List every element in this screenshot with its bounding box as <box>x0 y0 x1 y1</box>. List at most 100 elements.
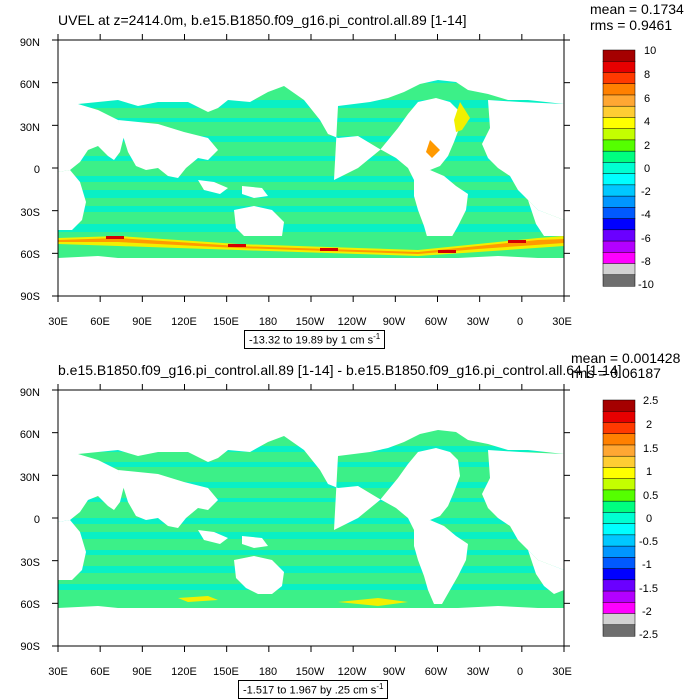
colorbar-swatch <box>602 534 636 547</box>
lon-label: 60E <box>90 666 110 678</box>
boundary-current <box>426 140 440 158</box>
colorbar-label: -0.5 <box>639 536 658 548</box>
panel-title: b.e15.B1850.f09_g16.pi_control.all.89 [1… <box>58 362 622 378</box>
colorbar-swatch <box>602 207 636 220</box>
lat-label: 60S <box>20 249 40 261</box>
land-mass <box>58 104 124 172</box>
colorbar-label: 1.5 <box>643 443 659 455</box>
range-text: -13.32 to 19.89 by 1 cm s <box>249 334 374 347</box>
difference-patch <box>178 596 218 602</box>
current-band <box>58 118 564 122</box>
colorbar-swatch <box>602 422 636 435</box>
colorbar-label: -10 <box>638 279 654 291</box>
lon-label: 90E <box>132 316 152 328</box>
colorbar-label: 8 <box>644 69 651 81</box>
colorbar-label: -2 <box>641 186 651 198</box>
current-band <box>58 156 564 161</box>
colorbar-swatch <box>602 72 636 85</box>
colorbar-swatch <box>602 83 636 96</box>
colorbar-swatch <box>602 467 636 480</box>
jet-max <box>106 236 124 239</box>
lon-label: 60W <box>424 666 448 678</box>
colorbar-swatch <box>602 252 636 265</box>
colorbar-label: -2.5 <box>639 629 658 641</box>
lat-label: 90S <box>20 641 40 653</box>
land-mass <box>234 556 284 594</box>
lon-label: 150E <box>213 316 239 328</box>
current-band <box>58 584 564 590</box>
colorbar-label: -1 <box>642 559 652 571</box>
lat-label: 60N <box>19 429 40 441</box>
current-band <box>58 190 564 198</box>
lat-label: 0 <box>33 164 40 176</box>
colorbar-swatch <box>602 568 636 581</box>
colorbar <box>602 399 636 637</box>
land-mass <box>58 40 564 180</box>
colorbar-swatch <box>602 60 636 74</box>
colorbar-swatch <box>602 590 636 603</box>
land-mass <box>58 256 564 296</box>
current-band <box>58 566 564 573</box>
colorbar-swatch <box>602 433 636 446</box>
jet-max <box>320 248 338 251</box>
colorbar-label: 2 <box>646 419 653 431</box>
boundary-current <box>454 102 470 132</box>
land-mass <box>58 170 86 230</box>
map-plot <box>52 384 570 652</box>
colorbar-swatch <box>602 274 636 287</box>
lat-label: 90N <box>19 37 40 49</box>
lon-label: 30W <box>466 666 490 678</box>
colorbar-label: 10 <box>644 45 657 57</box>
lon-label: 150E <box>213 666 239 678</box>
lon-label: 90W <box>382 666 406 678</box>
lat-label: 30S <box>20 557 40 569</box>
land-mass <box>482 100 564 220</box>
colorbar-swatch <box>602 557 636 570</box>
panel-bottom: b.e15.B1850.f09_g16.pi_control.all.89 [1… <box>0 350 700 700</box>
lon-label: 30E <box>48 666 68 678</box>
jet-max <box>438 250 456 253</box>
colorbar-swatch <box>602 139 636 152</box>
colorbar-label: 2.5 <box>643 395 659 407</box>
colorbar-swatch <box>602 500 636 513</box>
mean-stat: mean = 0.1734 <box>590 1 684 17</box>
circumpolar-jet-core <box>58 238 564 254</box>
lon-label: 180 <box>258 666 278 678</box>
mean-stat: mean = 0.001428 <box>571 350 681 366</box>
lat-label: 60N <box>19 79 40 91</box>
current-band <box>58 532 564 539</box>
colorbar-swatch <box>602 229 636 242</box>
jet-max <box>508 240 526 243</box>
rms-stat: rms = 0.06187 <box>571 365 661 381</box>
lon-label: 30E <box>552 316 572 328</box>
lon-label: 150W <box>295 316 325 328</box>
land-mass <box>528 550 564 594</box>
current-band <box>58 498 564 502</box>
colorbar-swatch <box>602 444 636 457</box>
land-mass <box>118 120 218 178</box>
difference-patch <box>338 598 408 606</box>
colorbar-swatch <box>602 218 636 231</box>
colorbar-label: 0.5 <box>643 490 659 502</box>
lat-label: 90S <box>20 291 40 303</box>
colorbar-swatch <box>602 263 636 276</box>
colorbar-swatch <box>602 545 636 558</box>
contour-range-box: -13.32 to 19.89 by 1 cm s-1 <box>244 330 386 349</box>
colorbar-swatch <box>602 613 636 626</box>
lon-label: 90W <box>382 316 406 328</box>
lon-label: 60E <box>90 316 110 328</box>
lat-label: 30N <box>19 122 40 134</box>
colorbar-swatch <box>602 624 636 637</box>
colorbar-label: 4 <box>644 116 651 128</box>
current-band <box>58 206 564 212</box>
lon-label: 120E <box>171 316 197 328</box>
colorbar-swatch <box>602 455 636 468</box>
lon-label: 30W <box>466 316 490 328</box>
colorbar-swatch <box>602 489 636 502</box>
colorbar-label: 1 <box>646 466 653 478</box>
current-band <box>58 550 564 555</box>
colorbar-swatch <box>602 150 636 163</box>
panel-title: UVEL at z=2414.0m, b.e15.B1850.f09_g16.p… <box>58 12 467 28</box>
lon-label: 60W <box>424 316 448 328</box>
land-mass <box>58 390 564 530</box>
